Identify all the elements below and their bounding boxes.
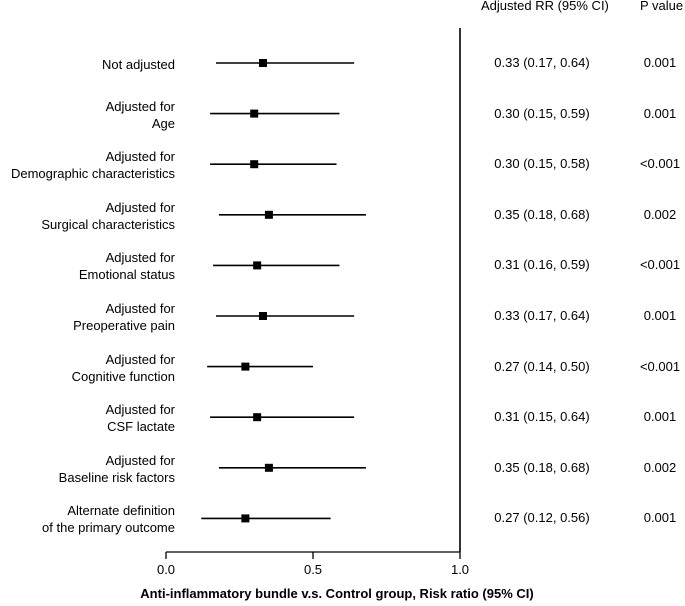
- point-estimate: [250, 160, 259, 169]
- p-value: <0.001: [639, 358, 681, 374]
- row-label-line: Alternate definition: [67, 503, 175, 519]
- row-label: Adjusted for Baseline risk factors: [59, 452, 175, 486]
- row-label-line: Adjusted for: [105, 452, 175, 468]
- row-label: Adjusted for CSF lactate: [106, 401, 175, 435]
- row-label-line: Age: [151, 115, 175, 131]
- rr-value: 0.33 (0.17, 0.64): [494, 55, 590, 70]
- rr-value: 0.31 (0.16, 0.59): [494, 257, 590, 273]
- p-value: <0.001: [639, 156, 681, 172]
- p-value: <0.001: [639, 257, 681, 273]
- rr-value: 0.27 (0.14, 0.50): [494, 358, 590, 374]
- row-label-line: Demographic characteristics: [10, 166, 175, 182]
- p-value: 0.001: [643, 510, 677, 526]
- row-label: Adjusted for Age: [106, 98, 175, 132]
- x-axis-label: Anti-inflammatory bundle v.s. Control gr…: [140, 586, 534, 601]
- row-label: Adjusted for Preoperative pain: [73, 300, 175, 334]
- row-label-line: Adjusted for: [105, 351, 175, 367]
- header-adjusted-rr: Adjusted RR (95% CI): [481, 0, 609, 13]
- p-value: 0.001: [643, 55, 677, 70]
- point-estimate: [241, 514, 250, 523]
- row-label-line: Cognitive function: [71, 368, 175, 384]
- point-estimate: [253, 261, 262, 270]
- x-tick-label: 0.0: [156, 562, 176, 577]
- row-label-line: Baseline risk factors: [58, 469, 175, 485]
- p-value: 0.001: [643, 409, 677, 425]
- x-tick-label: 1.0: [450, 562, 470, 577]
- row-label-line: Adjusted for: [105, 98, 175, 114]
- row-label: Alternate definition of the primary outco…: [42, 502, 175, 536]
- rr-value: 0.35 (0.18, 0.68): [494, 206, 590, 222]
- point-estimate: [250, 109, 259, 118]
- point-estimate: [264, 463, 273, 472]
- point-estimate: [253, 413, 262, 422]
- row-label-line: of the primary outcome: [42, 520, 175, 536]
- rr-value: 0.30 (0.15, 0.59): [494, 105, 590, 121]
- p-value: 0.001: [643, 308, 677, 323]
- row-label-line: Surgical characteristics: [41, 216, 175, 232]
- row-label: Adjusted for Cognitive function: [72, 351, 175, 385]
- row-label: Not adjusted: [102, 56, 175, 73]
- row-label-line: Adjusted for: [105, 149, 175, 165]
- rr-value: 0.30 (0.15, 0.58): [494, 156, 590, 172]
- row-label-line: CSF lactate: [107, 419, 175, 435]
- p-value: 0.001: [643, 105, 677, 121]
- rr-value: 0.27 (0.12, 0.56): [494, 510, 590, 526]
- p-value: 0.002: [643, 459, 677, 475]
- p-value: 0.002: [643, 206, 677, 222]
- rr-value: 0.31 (0.15, 0.64): [494, 409, 590, 425]
- header-p-value: P value: [640, 0, 684, 13]
- row-label: Adjusted for Surgical characteristics: [41, 199, 175, 233]
- point-estimate: [259, 312, 268, 320]
- x-tick-label: 0.5: [303, 562, 323, 577]
- point-estimate: [264, 210, 273, 219]
- rr-value: 0.35 (0.18, 0.68): [494, 459, 590, 475]
- row-label: Adjusted for Demographic characteristics: [11, 148, 175, 182]
- row-label-line: Not adjusted: [102, 56, 175, 72]
- row-label-line: Adjusted for: [105, 250, 175, 266]
- row-label-line: Preoperative pain: [73, 318, 175, 333]
- row-label-line: Adjusted for: [105, 199, 175, 215]
- row-label: Adjusted for Emotional status: [79, 249, 175, 283]
- row-label-line: Emotional status: [78, 267, 175, 283]
- point-estimate: [241, 362, 250, 371]
- row-label-line: Adjusted for: [105, 301, 175, 316]
- row-label-line: Adjusted for: [105, 402, 175, 418]
- point-estimate: [259, 59, 268, 67]
- rr-value: 0.33 (0.17, 0.64): [494, 308, 590, 323]
